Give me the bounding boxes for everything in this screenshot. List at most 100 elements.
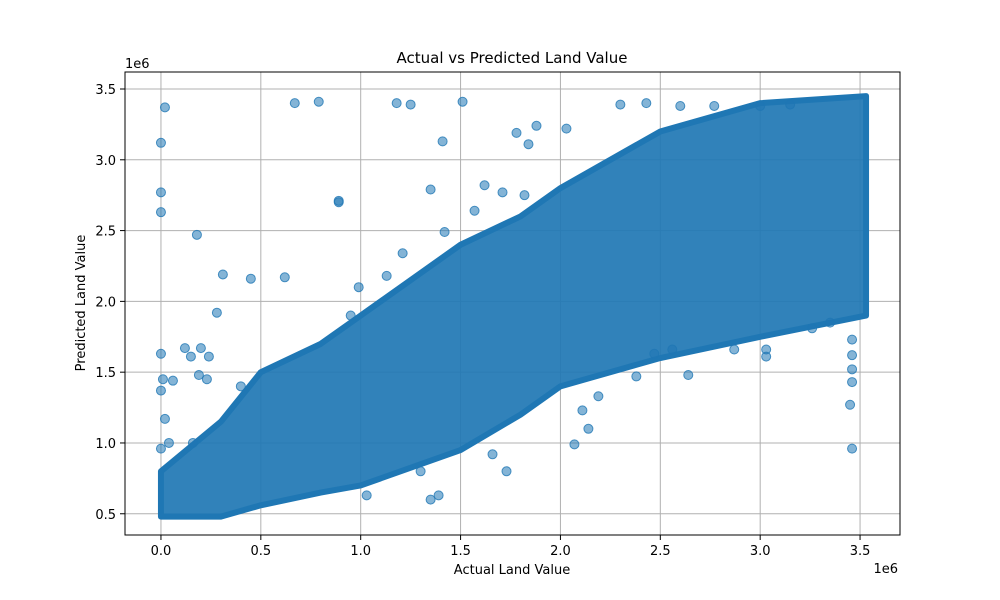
scatter-point: [415, 466, 426, 477]
scatter-point: [185, 351, 196, 362]
scatter-point: [487, 449, 498, 460]
scatter-point: [391, 98, 402, 109]
scatter-point: [649, 348, 660, 359]
scatter-point: [155, 137, 166, 148]
scatter-point: [845, 399, 856, 410]
scatter-point: [345, 310, 356, 321]
chart-title: Actual vs Predicted Land Value: [397, 49, 628, 67]
scatter-point: [235, 381, 246, 392]
y-axis-ticks: 0.5 1.0 1.5 2.0 2.5 3.0 3.5: [95, 83, 125, 523]
scatter-point: [397, 248, 408, 259]
scatter-point: [245, 273, 256, 284]
scatter-point: [631, 371, 642, 382]
scatter-point: [353, 282, 364, 293]
scatter-point: [159, 102, 170, 113]
scatter-point: [761, 351, 772, 362]
scatter-point: [479, 180, 490, 191]
scatter-point: [289, 98, 300, 109]
scatter-point: [187, 437, 198, 448]
scatter-point: [785, 99, 796, 110]
scatter-point: [191, 229, 202, 240]
scatter-point: [577, 405, 588, 416]
scatter-point: [683, 370, 694, 381]
x-axis-offset-label: 1e6: [873, 562, 898, 577]
scatter-point: [381, 270, 392, 281]
y-tick-label: 1.0: [95, 437, 116, 452]
scatter-point: [425, 494, 436, 505]
scatter-point: [333, 197, 344, 208]
x-tick-label: 2.0: [550, 544, 571, 559]
dense-point-cloud: [157, 93, 870, 520]
scatter-point: [667, 344, 678, 355]
y-tick-label: 3.5: [95, 83, 116, 98]
scatter-point: [193, 370, 204, 381]
scatter-point: [825, 317, 836, 328]
scatter-point: [437, 136, 448, 147]
scatter-point: [163, 437, 174, 448]
scatter-point: [179, 343, 190, 354]
y-tick-label: 1.5: [95, 366, 116, 381]
scatter-point: [159, 413, 170, 424]
plot-area-frame: [124, 71, 901, 536]
scatter-point: [847, 377, 858, 388]
scatter-point: [569, 439, 580, 450]
scatter-point: [155, 348, 166, 359]
scatter-point: [211, 307, 222, 318]
x-tick-label: 0.0: [151, 544, 172, 559]
scatter-point: [523, 139, 534, 150]
scatter-point: [155, 385, 166, 396]
x-tick-label: 3.5: [850, 544, 871, 559]
scatter-point: [155, 187, 166, 198]
scatter-point: [847, 443, 858, 454]
scatter-point: [203, 351, 214, 362]
x-tick-label: 2.5: [650, 544, 671, 559]
x-axis-ticks: 0.0 0.5 1.0 1.5 2.0 2.5 3.0 3.5: [151, 535, 871, 559]
scatter-point: [457, 96, 468, 107]
x-tick-label: 0.5: [250, 544, 271, 559]
scatter-point: [497, 187, 508, 198]
x-tick-label: 3.0: [750, 544, 771, 559]
scatter-point: [531, 120, 542, 131]
scatter-point: [641, 98, 652, 109]
scatter-point: [361, 490, 372, 501]
y-tick-label: 2.0: [95, 295, 116, 310]
scatter-point: [279, 272, 290, 283]
scatter-point: [425, 184, 436, 195]
scatter-point: [615, 99, 626, 110]
scatter-point: [155, 443, 166, 454]
scatter-point: [439, 226, 450, 237]
scatter-point: [167, 375, 178, 386]
y-tick-label: 0.5: [95, 508, 116, 523]
scatter-point: [709, 100, 720, 111]
scatter-point: [405, 99, 416, 110]
y-axis-offset-label: 1e6: [125, 57, 150, 72]
scatter-point: [433, 490, 444, 501]
scatter-point: [593, 391, 604, 402]
scatter-point: [561, 123, 572, 134]
scatter-point: [157, 374, 168, 385]
scatter-point: [469, 205, 480, 216]
y-tick-label: 2.5: [95, 225, 116, 240]
scatter-point: [729, 344, 740, 355]
y-tick-label: 3.0: [95, 154, 116, 169]
scatter-point: [201, 374, 212, 385]
data-points: [155, 93, 870, 520]
scatter-point: [511, 127, 522, 138]
scatter-point: [217, 269, 228, 280]
scatter-point: [755, 100, 766, 111]
x-axis-label: Actual Land Value: [454, 563, 570, 578]
scatter-point: [155, 207, 166, 218]
scatter-point: [501, 466, 512, 477]
x-tick-label: 1.5: [450, 544, 471, 559]
scatter-point: [847, 364, 858, 375]
scatter-point: [313, 96, 324, 107]
scatter-point: [847, 350, 858, 361]
scatter-point: [847, 334, 858, 345]
scatter-point: [583, 423, 594, 434]
scatter-point: [195, 343, 206, 354]
scatter-point: [519, 190, 530, 201]
x-tick-label: 1.0: [350, 544, 371, 559]
y-axis-label: Predicted Land Value: [74, 235, 89, 372]
scatter-point: [807, 323, 818, 334]
